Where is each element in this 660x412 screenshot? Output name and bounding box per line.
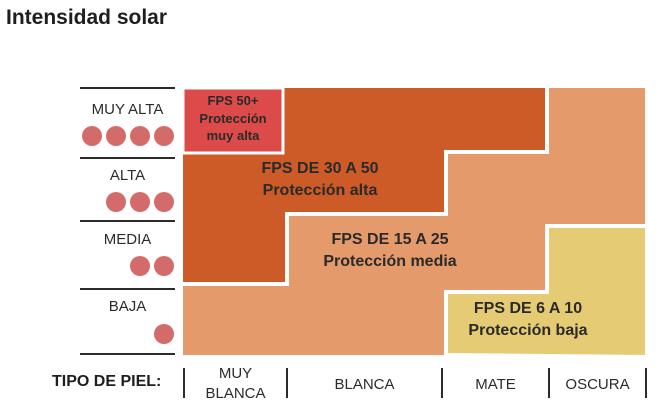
zone-media-line2: Protección media (323, 253, 457, 271)
zone-alta-line2: Protección alta (262, 182, 378, 200)
sun-dot-icon (154, 324, 174, 344)
column-separator (183, 368, 185, 398)
skin-type-muy-blanca: MUY BLANCA (185, 364, 286, 405)
row-divider (80, 220, 175, 222)
zone-muy-alta-shape (181, 86, 285, 155)
intensity-dots-media (130, 256, 174, 276)
skin-type-mate: MATE (475, 376, 516, 393)
level-label-baja: BAJA (108, 298, 147, 315)
zone-label-media: FPS DE 15 A 25 Protección media (280, 229, 500, 274)
column-separator (548, 368, 550, 398)
zone-muy-alta-line1: FPS 50+ (207, 93, 259, 108)
zone-alta-line1: FPS DE 30 A 50 (261, 160, 379, 177)
zone-label-muy-alta: FPS 50+ Protección muy alta (183, 92, 283, 145)
column-separator (441, 368, 443, 398)
sun-dot-icon (82, 126, 102, 146)
row-divider (80, 87, 175, 89)
zone-media-line1: FPS DE 15 A 25 (331, 231, 449, 248)
sun-dot-icon (154, 192, 174, 212)
row-divider (80, 288, 175, 290)
skin-type-blanca: BLANCA (334, 376, 395, 393)
zone-label-baja: FPS DE 6 A 10 Protección baja (448, 298, 608, 343)
skin-type-muy-blanca-line2: BLANCA (205, 385, 266, 403)
level-label-muy-alta: MUY ALTA (91, 101, 164, 118)
column-separator (286, 368, 288, 398)
row-divider (80, 157, 175, 159)
skin-type-oscura: OSCURA (565, 376, 630, 393)
zone-muy-alta-line2: Protección (199, 110, 267, 126)
zone-divider-line (183, 86, 549, 286)
sun-dot-icon (106, 126, 126, 146)
sun-dot-icon (130, 256, 150, 276)
skin-type-muy-blanca-line1: MUY (218, 365, 253, 382)
sun-dot-icon (130, 126, 150, 146)
intensity-dots-muy-alta (82, 126, 174, 146)
intensity-dots-baja (154, 324, 174, 344)
level-label-media: MEDIA (103, 231, 152, 248)
intensity-dots-alta (106, 192, 174, 212)
zone-muy-alta-line3: muy alta (206, 128, 260, 144)
column-separator (645, 368, 647, 398)
zone-baja-line1: FPS DE 6 A 10 (473, 300, 583, 317)
sun-dot-icon (154, 126, 174, 146)
skin-type-title: TIPO DE PIEL: (52, 373, 162, 390)
sun-dot-icon (106, 192, 126, 212)
zone-baja-line2: Protección baja (468, 322, 588, 340)
zone-baja-shape (444, 224, 649, 360)
sun-dot-icon (154, 256, 174, 276)
chart-title: Intensidad solar (6, 6, 168, 29)
zone-label-alta: FPS DE 30 A 50 Protección alta (210, 158, 430, 203)
sun-dot-icon (130, 192, 150, 212)
level-label-alta: ALTA (109, 167, 146, 184)
row-divider (80, 353, 175, 355)
